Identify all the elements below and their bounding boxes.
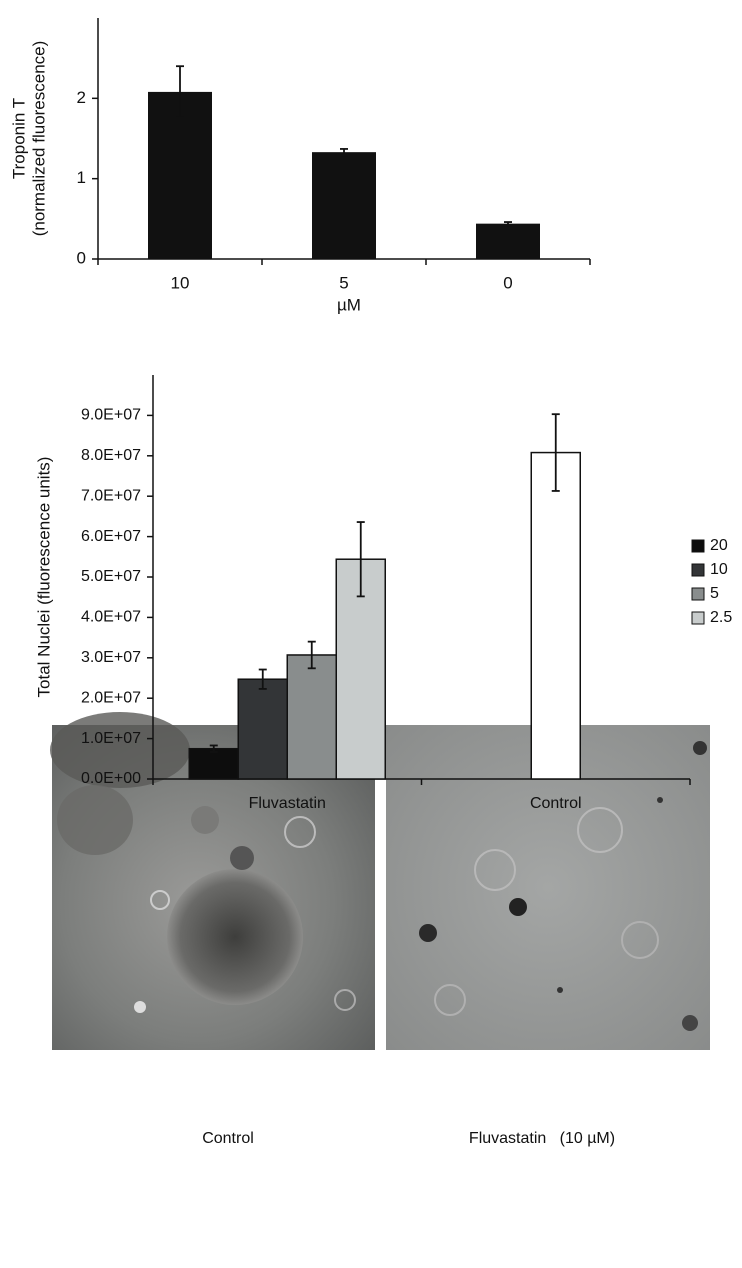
bar [312, 152, 376, 259]
bar [188, 747, 239, 780]
legend-label: 2.5 [710, 609, 732, 626]
legend-swatch [691, 587, 705, 601]
y-tick-label: 3.0E+07 [81, 649, 141, 666]
bar [286, 654, 337, 780]
x-tick-label: 0 [503, 273, 512, 292]
y-tick-label: 7.0E+07 [81, 487, 141, 504]
y-tick-label: 6.0E+07 [81, 528, 141, 545]
y-tick-label: 2.0E+07 [81, 689, 141, 706]
y-tick-label: 0 [77, 248, 86, 267]
y-tick-label: 8.0E+07 [81, 447, 141, 464]
bar [530, 451, 581, 780]
y-tick-label: 0.0E+00 [81, 770, 141, 787]
scale-bar-label: 50 µm [642, 1051, 690, 1070]
legend-swatch [691, 563, 705, 577]
bar [148, 91, 212, 259]
y-tick-label: 1.0E+07 [81, 730, 141, 747]
legend-swatch [691, 611, 705, 625]
y-axis-label: (normalized fluorescence) [29, 41, 48, 237]
x-tick-label: 10 [171, 273, 190, 292]
y-axis-label: Total Nuclei (fluorescence units) [34, 457, 53, 698]
y-tick-label: 9.0E+07 [81, 407, 141, 424]
y-tick-label: 5.0E+07 [81, 568, 141, 585]
scale-bar-label: 50 µm [308, 1051, 356, 1070]
y-tick-label: 2 [77, 88, 86, 107]
legend-swatch [691, 539, 705, 553]
image-caption: Fluvastatin (10 µM) [469, 1130, 615, 1147]
x-tick-label: Control [530, 795, 582, 812]
legend-label: 5 [710, 585, 719, 602]
image-caption: Control [202, 1130, 254, 1147]
y-axis-label: Troponin T [9, 98, 28, 179]
legend-label: 20 [710, 537, 728, 554]
bar [476, 223, 540, 259]
legend-label: 10 [710, 561, 728, 578]
bar [237, 678, 288, 780]
x-axis-label: µM [337, 295, 361, 314]
y-tick-label: 4.0E+07 [81, 609, 141, 626]
x-tick-label: Fluvastatin [249, 795, 326, 812]
x-tick-label: 5 [339, 273, 348, 292]
y-tick-label: 1 [77, 168, 86, 187]
